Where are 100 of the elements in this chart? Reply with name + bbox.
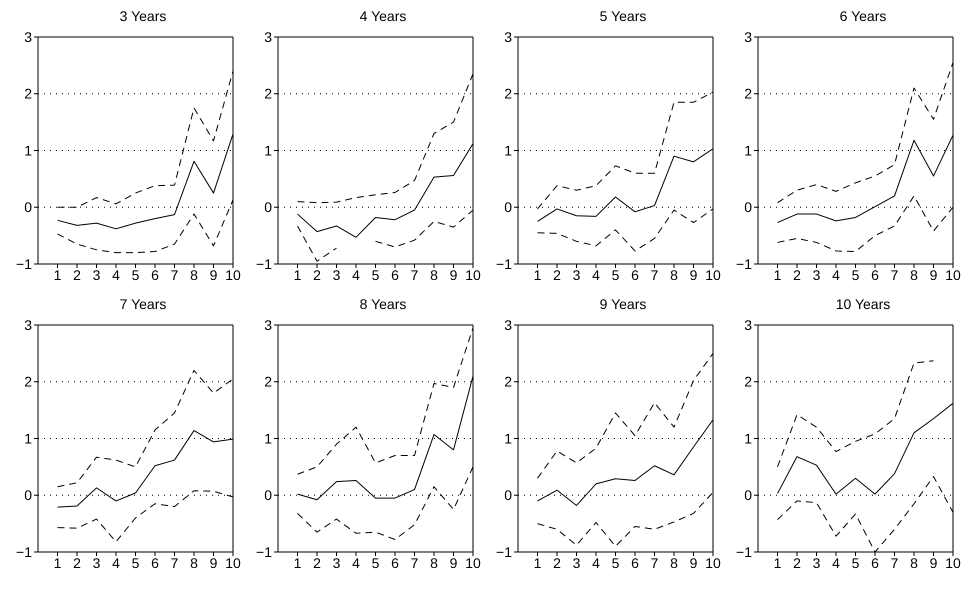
y-tick-label: 3 [24, 28, 32, 45]
y-tick-label: −1 [16, 544, 32, 560]
x-tick-label: 10 [945, 266, 961, 283]
y-tick-label: 1 [24, 430, 32, 446]
x-tick-label: 10 [705, 266, 721, 283]
x-tick-label: 3 [572, 554, 581, 571]
x-tick-label: 6 [631, 554, 640, 571]
x-tick-label: 7 [890, 266, 899, 283]
x-tick-label: 9 [690, 554, 698, 571]
x-tick-label: 10 [465, 266, 481, 283]
x-tick-label: 4 [112, 554, 120, 571]
x-tick-label: 5 [372, 266, 380, 283]
x-tick-label: 7 [650, 554, 659, 571]
y-tick-label: −1 [736, 544, 752, 560]
y-tick-label: 0 [264, 487, 272, 504]
y-tick-label: 0 [504, 487, 512, 504]
x-tick-label: 8 [190, 266, 198, 283]
x-tick-label: 1 [54, 266, 62, 283]
y-tick-label: 2 [264, 374, 272, 390]
x-tick-label: 2 [793, 554, 802, 571]
y-tick-label: 1 [24, 142, 32, 158]
y-tick-label: 3 [24, 316, 32, 333]
x-tick-label: 4 [592, 554, 600, 571]
y-tick-label: 1 [744, 142, 752, 158]
x-tick-label: 9 [930, 266, 938, 283]
chart-title: 5 Years [598, 8, 648, 26]
x-tick-label: 10 [225, 266, 241, 283]
x-tick-label: 5 [852, 554, 860, 571]
y-tick-label: 0 [24, 199, 32, 216]
x-tick-label: 6 [631, 266, 640, 283]
x-tick-label: 2 [73, 266, 82, 283]
x-tick-label: 9 [210, 266, 218, 283]
x-tick-label: 1 [774, 266, 782, 283]
x-tick-label: 1 [534, 266, 542, 283]
x-tick-label: 3 [812, 266, 821, 283]
y-tick-label: 2 [24, 374, 32, 390]
x-tick-label: 5 [612, 266, 620, 283]
x-tick-label: 3 [812, 554, 821, 571]
x-tick-label: 5 [612, 554, 620, 571]
x-tick-label: 9 [210, 554, 218, 571]
chart-title: 9 Years [598, 296, 648, 314]
y-tick-label: 1 [744, 430, 752, 446]
x-tick-label: 8 [910, 266, 918, 283]
y-tick-label: 1 [504, 142, 512, 158]
x-tick-label: 10 [465, 554, 481, 571]
x-tick-label: 6 [871, 554, 880, 571]
x-tick-label: 3 [332, 266, 341, 283]
x-tick-label: 1 [774, 554, 782, 571]
y-tick-label: 3 [744, 28, 752, 45]
x-tick-label: 8 [190, 554, 198, 571]
y-tick-label: 0 [504, 199, 512, 216]
y-tick-label: −1 [496, 256, 512, 272]
x-tick-label: 7 [170, 554, 179, 571]
x-tick-label: 2 [553, 554, 562, 571]
y-tick-label: 3 [264, 316, 272, 333]
x-tick-label: 4 [112, 266, 120, 283]
x-tick-label: 7 [170, 266, 179, 283]
x-tick-label: 2 [313, 266, 322, 283]
y-tick-label: −1 [736, 256, 752, 272]
chart-title: 8 Years [358, 296, 408, 314]
y-tick-label: 2 [264, 86, 272, 102]
x-tick-label: 6 [151, 266, 160, 283]
x-tick-label: 3 [92, 266, 101, 283]
x-tick-label: 10 [225, 554, 241, 571]
x-tick-label: 6 [391, 554, 400, 571]
chart-title: 10 Years [834, 296, 892, 314]
x-tick-label: 9 [450, 554, 458, 571]
y-tick-label: −1 [496, 544, 512, 560]
x-tick-label: 4 [592, 266, 600, 283]
x-tick-label: 2 [793, 266, 802, 283]
chart-title: 3 Years [118, 8, 168, 26]
y-tick-label: 3 [504, 316, 512, 333]
y-tick-label: −1 [16, 256, 32, 272]
y-tick-label: 2 [504, 374, 512, 390]
x-tick-label: 1 [294, 266, 302, 283]
y-tick-label: 2 [744, 374, 752, 390]
x-tick-label: 10 [705, 554, 721, 571]
x-tick-label: 8 [430, 266, 438, 283]
x-tick-label: 6 [151, 554, 160, 571]
x-tick-label: 7 [410, 554, 419, 571]
x-tick-label: 2 [313, 554, 322, 571]
y-tick-label: 1 [264, 430, 272, 446]
x-tick-label: 7 [410, 266, 419, 283]
y-tick-label: 0 [744, 199, 752, 216]
x-tick-label: 9 [690, 266, 698, 283]
y-tick-label: 2 [24, 86, 32, 102]
chart-title: 7 Years [118, 296, 168, 314]
x-tick-label: 4 [832, 266, 840, 283]
x-tick-label: 4 [352, 266, 360, 283]
y-tick-label: −1 [256, 544, 272, 560]
x-tick-label: 3 [572, 266, 581, 283]
x-tick-label: 4 [832, 554, 840, 571]
y-tick-label: 1 [264, 142, 272, 158]
y-tick-label: 2 [504, 86, 512, 102]
x-tick-label: 1 [294, 554, 302, 571]
x-tick-label: 8 [430, 554, 438, 571]
x-tick-label: 6 [871, 266, 880, 283]
x-tick-label: 8 [910, 554, 918, 571]
x-tick-label: 9 [930, 554, 938, 571]
x-tick-label: 7 [890, 554, 899, 571]
